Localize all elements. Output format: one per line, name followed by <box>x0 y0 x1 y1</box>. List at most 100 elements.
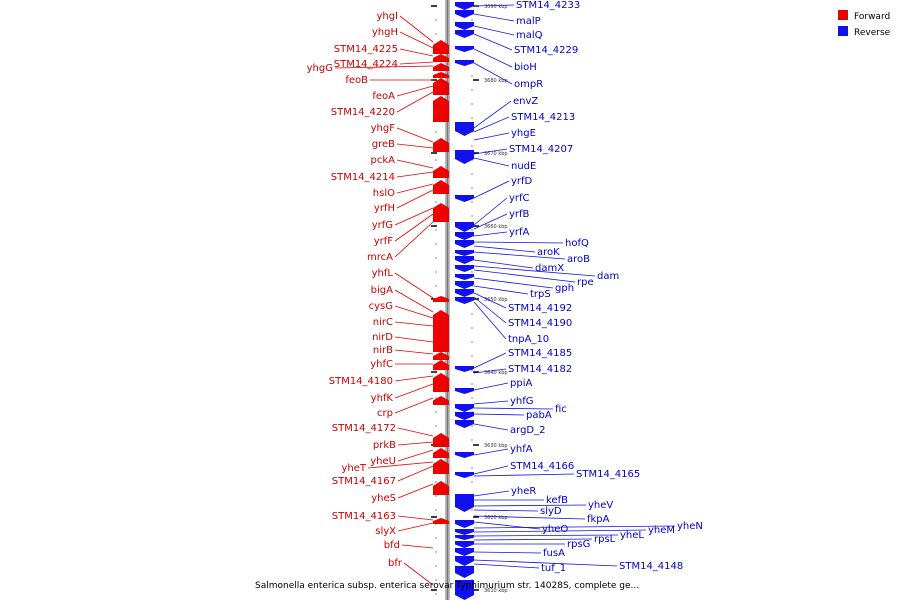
reverse-gene-connector <box>473 525 676 529</box>
forward-gene-label: yheU <box>370 456 396 467</box>
forward-gene-connector <box>396 171 434 178</box>
forward-gene <box>433 166 449 178</box>
tick-label: 3610 kbp <box>484 588 508 594</box>
forward-gene-connector <box>397 427 434 437</box>
forward-gene-connector <box>394 336 434 343</box>
forward-gene-connector <box>396 143 434 149</box>
reverse-gene-label: malP <box>516 16 541 27</box>
reverse-gene-connector <box>473 241 564 244</box>
reverse-gene <box>455 150 474 164</box>
reverse-gene-connector <box>473 33 513 51</box>
reverse-gene <box>455 265 474 272</box>
reverse-gene-connector <box>473 413 525 416</box>
reverse-gene-label: STM14_4213 <box>511 112 575 123</box>
forward-gene-connector <box>397 449 434 462</box>
reverse-gene-connector <box>473 277 554 289</box>
reverse-gene-connector <box>473 368 507 374</box>
reverse-gene-label: yheM <box>648 525 675 536</box>
reverse-gene <box>455 472 474 478</box>
reverse-gene-label: ompR <box>514 79 543 90</box>
forward-gene-label: yrfH <box>374 203 395 214</box>
legend: Forward Reverse <box>838 10 891 38</box>
reverse-gene-connector <box>473 292 507 309</box>
reverse-gene <box>455 580 474 600</box>
forward-gene-connector <box>403 562 434 586</box>
reverse-gene-connector <box>473 407 554 410</box>
forward-gene-connector <box>396 159 434 169</box>
reverse-gene-label: bioH <box>514 62 537 73</box>
forward-gene-label: slyX <box>375 526 396 537</box>
reverse-gene-label: yhgE <box>511 128 536 139</box>
forward-gene <box>433 433 449 447</box>
reverse-gene-connector <box>473 62 513 85</box>
reverse-gene-label: aroB <box>567 254 590 265</box>
reverse-gene <box>455 556 474 566</box>
forward-gene-label: hslO <box>373 188 395 199</box>
forward-gene-connector <box>394 383 434 399</box>
forward-gene-label: STM14_4180 <box>329 376 393 387</box>
reverse-gene <box>455 452 474 458</box>
reverse-gene-connector <box>473 509 539 512</box>
forward-gene <box>433 448 449 458</box>
forward-gene-label: yhfK <box>371 393 394 404</box>
forward-gene-connector <box>397 441 434 446</box>
reverse-gene-connector <box>473 180 510 199</box>
forward-gene-connector <box>394 221 434 258</box>
reverse-gene-connector <box>473 301 507 340</box>
tick-label: 3690 kbp <box>484 4 508 10</box>
forward-gene-label: mrcA <box>367 252 393 263</box>
reverse-gene-label: gph <box>555 283 574 294</box>
reverse-gene-connector <box>473 473 575 477</box>
forward-gene <box>433 352 449 360</box>
reverse-gene-label: envZ <box>513 96 538 107</box>
reverse-gene-label: nudE <box>511 161 536 172</box>
forward-gene-label: yhgG <box>307 63 333 74</box>
reverse-gene <box>455 10 474 18</box>
reverse-gene-connector <box>473 213 508 230</box>
reverse-gene <box>455 256 474 264</box>
forward-gene <box>433 481 449 495</box>
forward-gene-label: yheS <box>371 493 396 504</box>
forward-gene-label: nirB <box>373 345 393 356</box>
reverse-gene-connector <box>473 423 509 431</box>
reverse-gene <box>455 232 474 240</box>
reverse-gene-label: aroK <box>537 247 560 258</box>
reverse-gene <box>455 60 474 66</box>
reverse-gene-connector <box>473 400 509 405</box>
reverse-gene-connector <box>473 465 509 475</box>
forward-gene-connector <box>394 272 434 299</box>
reverse-gene-connector <box>473 269 576 283</box>
forward-gene-connector <box>394 207 434 226</box>
reverse-gene <box>455 46 474 52</box>
reverse-gene-connector <box>473 448 509 456</box>
reverse-gene-label: tuf_1 <box>541 563 566 574</box>
reverse-gene-connector <box>473 48 513 68</box>
reverse-gene <box>455 274 474 280</box>
forward-gene-connector <box>396 183 434 194</box>
reverse-gene-label: yheN <box>677 521 703 532</box>
forward-gene-label: STM14_4172 <box>332 423 396 434</box>
tick-label: 3650 kbp <box>484 297 508 303</box>
map-caption: Salmonella enterica subsp. enterica sero… <box>255 581 639 591</box>
forward-gene-connector <box>394 349 434 355</box>
forward-gene-connector <box>399 61 434 65</box>
forward-gene-label: yhgI <box>376 11 398 22</box>
reverse-gene <box>455 122 474 136</box>
reverse-gene <box>455 297 474 304</box>
reverse-gene <box>455 2 474 10</box>
reverse-gene-label: yheV <box>588 500 613 511</box>
forward-gene <box>433 180 449 194</box>
reverse-gene-label: yrfD <box>511 176 533 187</box>
forward-gene-label: yhfC <box>370 359 393 370</box>
forward-gene-label: cysG <box>369 301 393 312</box>
reverse-gene <box>455 529 474 535</box>
forward-gene-connector <box>394 397 434 414</box>
reverse-gene-label: yrfA <box>509 227 530 238</box>
legend-reverse-swatch <box>838 26 848 36</box>
forward-gene-label: prkB <box>373 440 396 451</box>
reverse-gene-label: yhfA <box>510 444 533 455</box>
reverse-gene-connector <box>473 259 534 269</box>
reverse-gene-label: yrfB <box>509 209 530 220</box>
reverse-gene-label: yheL <box>620 530 644 541</box>
